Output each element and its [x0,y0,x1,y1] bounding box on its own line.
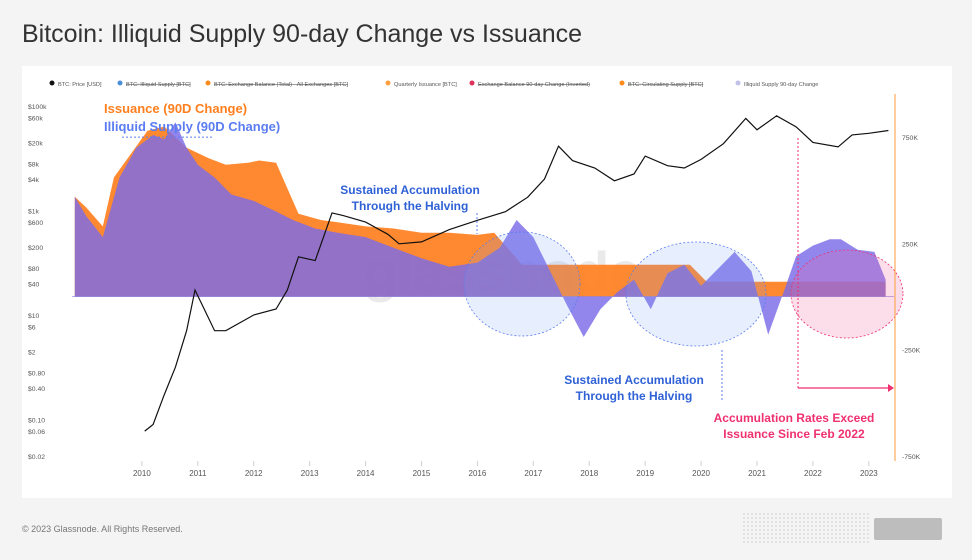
copyright-text: © 2023 Glassnode. All Rights Reserved. [22,524,183,534]
y-tick-label-left: $0.06 [28,429,45,436]
annotation-label: Sustained Accumulation [564,373,704,387]
x-tick-label: 2012 [245,469,263,478]
y-tick-label-left: $0.40 [28,386,45,393]
redacted-logo [874,518,942,540]
annotation-label: Through the Halving [352,199,469,213]
legend-swatch [117,80,123,86]
annotations: Issuance (90D Change) Illiquid Supply (90… [104,101,874,441]
legend-swatch [469,80,475,86]
y-tick-label-left: $600 [28,220,43,227]
y-tick-label-right: -750K [902,454,921,461]
legend-item: Illiquid Supply 90-day Change [735,80,818,88]
x-tick-label: 2021 [748,469,766,478]
series [72,115,894,432]
x-tick-label: 2011 [189,469,207,478]
legend-label: Exchange Balance 90-day Change (Inverted… [478,82,590,88]
legend-swatch [205,80,211,86]
x-tick-label: 2018 [580,469,598,478]
annotation-label: Accumulation Rates Exceed [714,411,875,425]
x-tick-label: 2013 [301,469,319,478]
x-tick-label: 2019 [636,469,654,478]
y-tick-label-right: 250K [902,241,918,248]
page-title: Bitcoin: Illiquid Supply 90-day Change v… [22,20,583,48]
y-tick-label-left: $8k [28,161,40,168]
x-tick-label: 2016 [469,469,487,478]
legend-item: BTC: Circulating Supply [BTC] [619,80,704,88]
annotation-label: Issuance Since Feb 2022 [723,427,865,441]
y-tick-label-left: $40 [28,282,40,289]
y-tick-label-right: -250K [902,348,921,355]
legend-swatch [619,80,625,86]
y-tick-label-right: 750K [902,135,918,142]
annotation-label: Through the Halving [576,389,693,403]
x-tick-label: 2010 [133,469,151,478]
x-tick-label: 2014 [357,469,375,478]
legend-item: BTC: Price [USD] [49,80,102,88]
legend-label: BTC: Illiquid Supply [BTC] [126,82,191,88]
y-tick-label-left: $2 [28,350,36,357]
highlight-ellipse [463,231,581,337]
x-tick-label: 2020 [692,469,710,478]
x-tick-label: 2017 [524,469,542,478]
price-line [144,115,889,432]
legend-item: Quarterly Issuance [BTC] [385,80,457,88]
legend-swatch [735,80,741,86]
y-tick-label-left: $80 [28,266,40,273]
highlights [122,136,904,401]
axes: 2010 2011 2012 2013 2014 2015 2016 2017 2018 2019… [28,94,921,478]
y-tick-label-left: $200 [28,245,43,252]
highlight-ellipse [625,241,767,347]
legend: BTC: Price [USD] BTC: Illiquid Supply [BT… [49,80,818,88]
legend-label: Quarterly Issuance [BTC] [394,82,457,88]
highlight-ellipse [790,249,904,339]
arrow-head [888,384,894,392]
y-tick-label-left: $20k [28,141,43,148]
annotation-label: Sustained Accumulation [340,183,480,197]
y-tick-label-left: $60k [28,116,43,123]
annotation-label: Issuance (90D Change) [104,101,247,116]
y-tick-label-left: $0.10 [28,417,45,424]
y-tick-label-left: $0.02 [28,454,45,461]
legend-label: Illiquid Supply 90-day Change [744,82,818,88]
legend-label: BTC: Exchange Balance (Total) - All Exch… [214,82,348,88]
y-tick-label-left: $10 [28,313,40,320]
legend-item: BTC: Illiquid Supply [BTC] [117,80,191,88]
legend-label: BTC: Circulating Supply [BTC] [628,82,704,88]
chart-svg: BTC: Price [USD] BTC: Illiquid Supply [BT… [28,80,921,478]
illiquid-supply-area [74,122,886,337]
y-tick-label-left: $100k [28,104,47,111]
legend-swatch [49,80,55,86]
y-tick-label-left: $0.80 [28,370,45,377]
chart-card: BTC: Price [USD] BTC: Illiquid Supply [BT… [22,66,952,498]
legend-swatch [385,80,391,86]
legend-label: BTC: Price [USD] [58,82,102,88]
x-tick-label: 2015 [413,469,431,478]
legend-item: BTC: Exchange Balance (Total) - All Exch… [205,80,348,88]
y-tick-label-left: $6 [28,325,36,332]
watermark-pattern [742,512,870,544]
x-tick-label: 2022 [804,469,822,478]
y-tick-label-left: $4k [28,177,40,184]
legend-item: Exchange Balance 90-day Change (Inverted… [469,80,590,88]
y-tick-label-left: $1k [28,208,40,215]
annotation-label: Illiquid Supply (90D Change) [104,119,280,134]
x-tick-label: 2023 [860,469,878,478]
